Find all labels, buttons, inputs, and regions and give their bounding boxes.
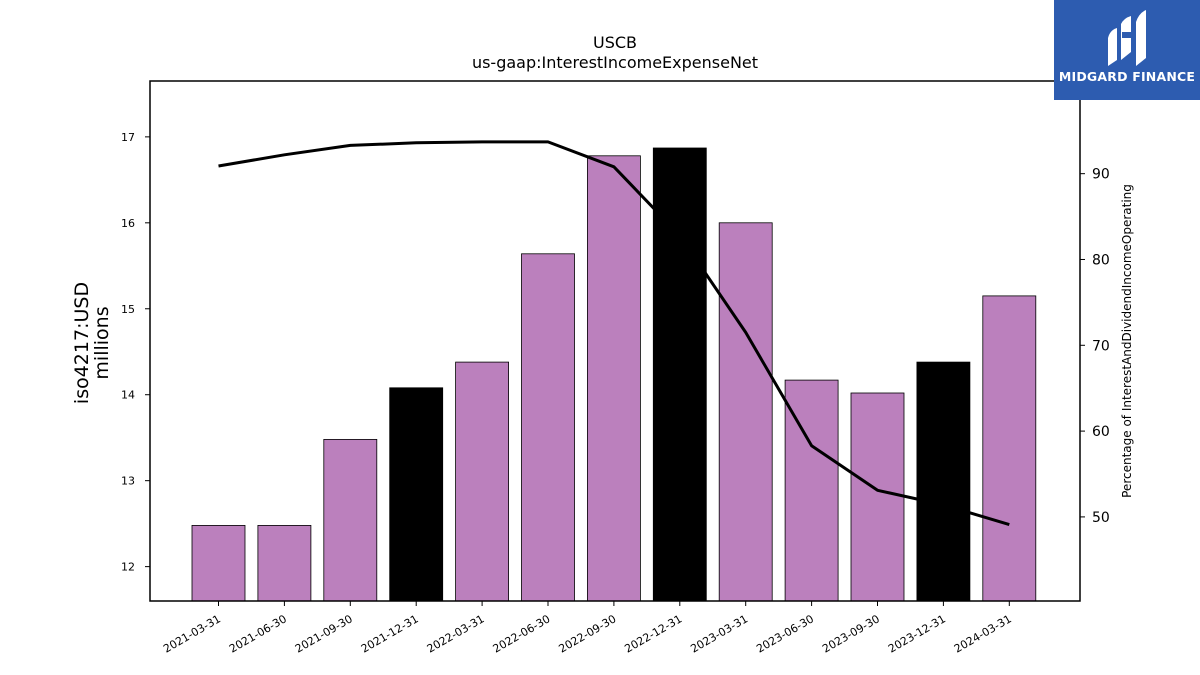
brand-mark-icon [1108, 10, 1146, 66]
y-tick-label: 14 [121, 389, 135, 402]
y2-tick-label: 50 [1092, 510, 1110, 526]
chart-title: USCB [593, 33, 637, 52]
y2-tick-label: 80 [1092, 252, 1110, 268]
x-tick-label: 2022-06-30 [491, 612, 553, 655]
x-tick-label: 2021-12-31 [359, 612, 421, 655]
percentage-line [218, 140, 1010, 527]
bar-2022-06-30 [521, 253, 575, 602]
x-tick-label: 2023-09-30 [820, 612, 882, 655]
x-axis-ticks: 2021-03-31 2021-06-30 2021-09-30 2021-12-31… [161, 601, 1014, 656]
y2-tick-label: 60 [1092, 424, 1110, 440]
bar-2023-09-30 [850, 392, 905, 602]
x-tick-label: 2022-09-30 [557, 612, 619, 655]
x-tick-label: 2021-09-30 [293, 612, 355, 655]
x-tick-label: 2021-06-30 [227, 612, 289, 655]
bar-2021-12-31 [389, 387, 444, 602]
y-tick-label: 12 [121, 561, 135, 574]
y-tick-label: 16 [121, 217, 135, 230]
y2-axis-ticks: 50 60 70 80 90 [1080, 167, 1110, 526]
line-group [218, 140, 1010, 527]
bar-2023-03-31 [718, 222, 773, 602]
y2-tick-label: 90 [1092, 167, 1110, 183]
y-tick-label: 15 [121, 303, 135, 316]
chart-subtitle: us-gaap:InterestIncomeExpenseNet [472, 53, 758, 72]
y2-tick-label: 70 [1092, 338, 1110, 354]
bar-2021-03-31 [191, 525, 246, 602]
x-tick-label: 2021-03-31 [161, 612, 223, 655]
bar-2022-03-31 [455, 361, 510, 602]
bar-2021-09-30 [323, 438, 378, 602]
y-tick-label: 17 [121, 131, 135, 144]
x-tick-label: 2024-03-31 [952, 612, 1014, 655]
bar-2021-06-30 [257, 525, 312, 602]
bar-2022-12-31 [652, 147, 707, 602]
plot-frame [149, 80, 1081, 602]
x-tick-label: 2023-03-31 [688, 612, 750, 655]
y-axis-label: iso4217:USD [71, 282, 93, 404]
x-tick-label: 2022-12-31 [622, 612, 684, 655]
brand-name: MIDGARD FINANCE [1058, 69, 1196, 84]
y-axis-ticks: 12 13 14 15 16 17 [121, 131, 150, 574]
y-tick-label: 13 [121, 475, 135, 488]
bar-2024-03-31 [982, 295, 1037, 602]
x-tick-label: 2023-12-31 [886, 612, 948, 655]
bar-2022-09-30 [587, 155, 641, 602]
bar-2023-12-31 [916, 361, 971, 602]
brand-logo: MIDGARD FINANCE [1054, 0, 1200, 100]
x-tick-label: 2023-06-30 [754, 612, 816, 655]
x-tick-label: 2022-03-31 [425, 612, 487, 655]
bars-group [191, 147, 1037, 602]
y-axis-label-units: millions [91, 306, 113, 379]
y2-axis-label: Percentage of InterestAndDividendIncomeO… [1120, 184, 1134, 498]
